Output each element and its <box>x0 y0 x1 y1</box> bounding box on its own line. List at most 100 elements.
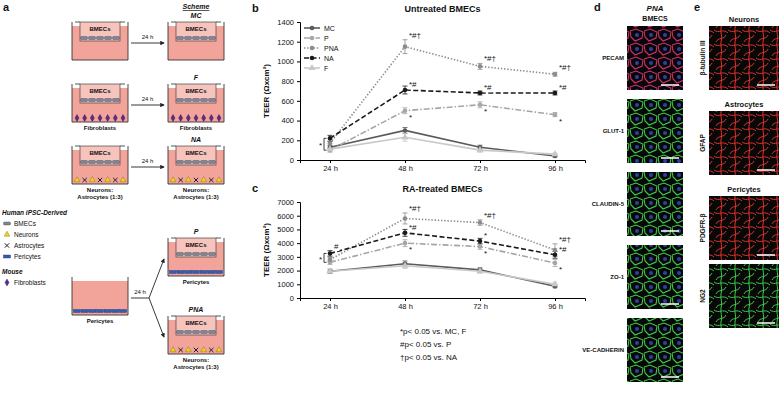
cell-icon <box>185 271 192 274</box>
y-tick-label: 400 <box>281 116 294 125</box>
data-point <box>478 239 483 244</box>
significance-label: * <box>319 141 322 150</box>
series-line <box>330 218 555 259</box>
x-tick-label: 72 h <box>473 164 488 173</box>
label-patch <box>559 235 572 245</box>
group-title: Pericytes <box>727 185 760 194</box>
scale-bar <box>661 84 679 86</box>
x-tick-mark <box>330 160 331 163</box>
insert-label: BMECs <box>185 320 207 326</box>
image-label: CLAUDIN-5 <box>592 201 625 207</box>
cell-icon <box>98 178 102 182</box>
error-bar <box>478 244 483 249</box>
data-point <box>403 108 408 113</box>
x-tick-mark <box>405 298 406 301</box>
significance-bracket <box>324 138 327 150</box>
axis-title: TEER (Ωxcm²) <box>262 223 271 277</box>
series-line <box>330 47 555 144</box>
y-tick: 200 <box>281 136 300 145</box>
scale-bar <box>757 322 775 324</box>
cell-icon <box>209 99 216 102</box>
cell-icon <box>171 115 175 122</box>
y-tick-label: 1000 <box>277 57 294 66</box>
cell-icon <box>193 37 200 40</box>
insert-lip <box>171 316 221 317</box>
x-tick-label: 24 h <box>323 302 338 311</box>
cell-icon <box>209 178 213 182</box>
well-wall <box>168 238 224 276</box>
well-wall <box>72 146 128 184</box>
cell-icon <box>201 253 208 256</box>
x-tick-label: 48 h <box>398 302 413 311</box>
scheme-name: PNA <box>189 306 204 313</box>
cell-icon <box>81 37 88 40</box>
error-bar <box>478 91 483 95</box>
arrow <box>149 298 164 337</box>
figure: aHuman iPSC-DerivedBMECsNeuronsAstrocyte… <box>0 0 784 399</box>
x-tick-mark <box>480 298 481 301</box>
error-bar <box>478 63 483 69</box>
x-tick-label: 24 h <box>323 164 338 173</box>
x-axis: 24 h 48 h 72 h 96 h <box>301 160 586 173</box>
cell-icon <box>121 115 125 122</box>
legend: MCPPNANAF <box>304 25 339 72</box>
legend-label: P <box>324 35 329 42</box>
key-label: Pericytes <box>14 253 41 261</box>
x-tick-label: 48 h <box>398 164 413 173</box>
panel-label: c <box>252 182 258 194</box>
well-wall <box>72 84 128 122</box>
y-axis-line <box>297 203 301 299</box>
label-patch <box>559 63 572 73</box>
cell-icon <box>178 348 182 352</box>
y-tick: 3000 <box>277 253 300 262</box>
label-patch <box>484 248 488 258</box>
error-bar <box>553 113 558 117</box>
data-point <box>328 251 333 256</box>
cell-icon <box>81 161 88 164</box>
cell-icon <box>209 348 213 352</box>
key-label: Neurons <box>14 231 39 238</box>
series-line <box>330 243 555 263</box>
cell-icon <box>113 99 120 102</box>
y-tick: 7000 <box>277 198 300 207</box>
x-tick-label: 96 h <box>548 164 563 173</box>
x-tick-label: 96 h <box>548 302 563 311</box>
insert <box>176 22 216 41</box>
label-patch <box>559 116 563 126</box>
caption: Neurons:Astrocytes (1:3) <box>173 187 218 200</box>
arrow <box>149 259 164 298</box>
x-tick-mark <box>555 160 556 163</box>
cell-icon <box>201 37 208 40</box>
cell-icon <box>113 161 120 164</box>
cell-icon <box>113 37 120 40</box>
y-tick: 1000 <box>277 280 300 289</box>
data-point <box>326 267 333 273</box>
panel-header: PNA <box>647 4 664 13</box>
legend-label: NA <box>324 55 334 62</box>
insert-lip <box>75 146 125 147</box>
error-bar <box>328 251 333 256</box>
data-point <box>553 72 558 77</box>
y-tick-mark <box>297 284 300 285</box>
y-tick: 600 <box>281 97 300 106</box>
error-bar <box>403 213 408 224</box>
cell-icon <box>83 115 87 122</box>
data-point <box>553 253 558 258</box>
y-tick: 1200 <box>277 38 300 47</box>
data-point <box>551 280 558 286</box>
panel-d: dPNABMECSPECAMGLUT-1CLAUDIN-5ZO-1VE-CADH… <box>582 1 683 382</box>
cell-icon <box>209 115 213 122</box>
cell-icon <box>5 279 9 286</box>
annotations: *#†*#**#†*#**#†*#* <box>409 30 572 126</box>
scheme-name: NA <box>191 136 201 143</box>
cell-icon <box>193 253 200 256</box>
y-tick: 1000 <box>277 57 300 66</box>
y-tick-label: 200 <box>281 136 294 145</box>
significance-label: * <box>409 245 412 254</box>
cell-icon <box>112 310 119 313</box>
y-axis: 0200400600800100012001400 <box>277 18 300 165</box>
significance-label: *#† <box>484 54 496 63</box>
cell-icon <box>82 178 86 182</box>
micrograph <box>709 111 779 175</box>
y-axis: 01000200030004000500060007000 <box>277 198 300 303</box>
